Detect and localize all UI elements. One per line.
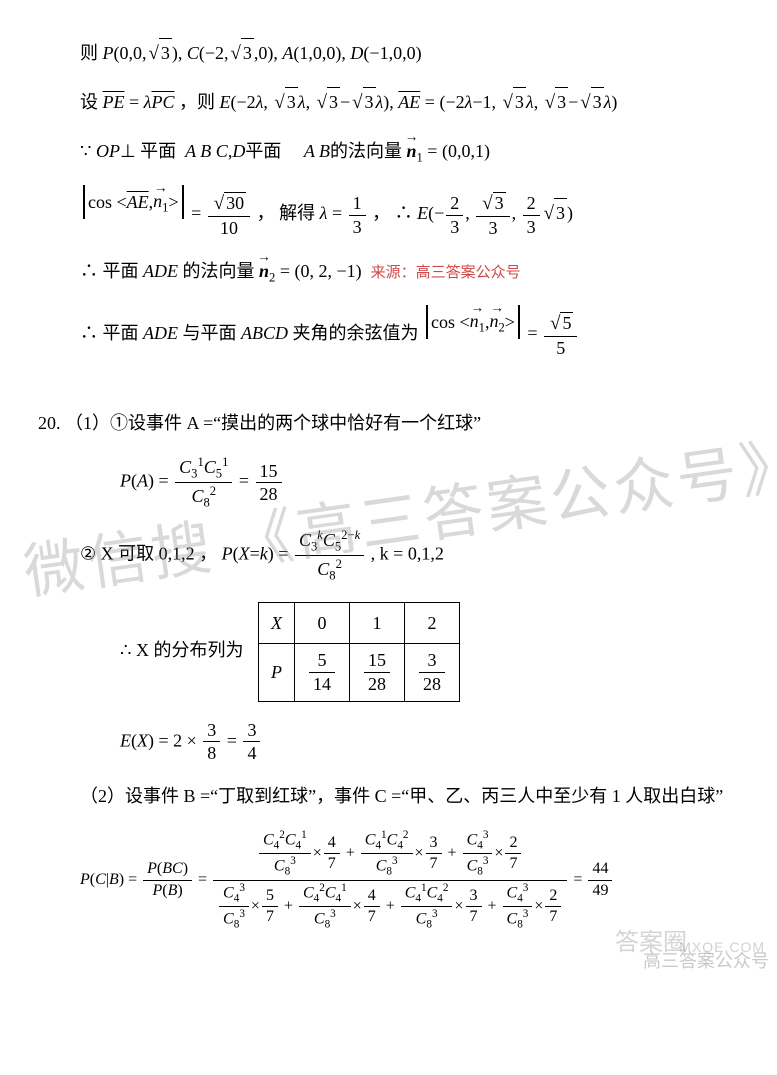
eq-n2: ∴ 平面 ADE 的法向量 n2 = (0, 2, −1) 来源：高三答案公众号 bbox=[80, 257, 747, 288]
watermark-site: MXQE.COM bbox=[679, 939, 765, 955]
q20-part2: （2）设事件 B =“丁取到红球”，事件 C =“甲、乙、丙三人中至少有 1 人… bbox=[80, 782, 747, 811]
eq-ex: E(X) = 2 × 38 = 34 bbox=[120, 720, 747, 764]
eq-pcbbig: P(C|B) = P(BC) P(B) = C42C41C83×47 + C41… bbox=[80, 829, 747, 932]
eq-op-perp: ∵ OP⊥ 平面 A B C,D平面 A B的法向量 n1 = (0,0,1) bbox=[80, 137, 747, 168]
watermark-corner: 高三答案公众号 bbox=[643, 947, 769, 973]
eq-cos-ae: cos < AE, n1 > = 3010 ， 解得 λ = 13 ， ∴ E(… bbox=[80, 185, 747, 238]
eq-pa: P(A) = C31C51 C82 = 1528 bbox=[120, 455, 747, 510]
q20-part1: 20. （1）①设事件 A =“摸出的两个球中恰好有一个红球” bbox=[38, 409, 747, 438]
distribution-table: X 0 1 2 P 514 1528 328 bbox=[258, 602, 460, 702]
dist-table-row: ∴ X 的分布列为 X 0 1 2 P 514 1528 328 bbox=[120, 602, 747, 702]
eq-pxk: ② X 可取 0,1,2 ， P(X=k) = C3kC52−k C82 , k… bbox=[80, 528, 747, 583]
eq-points: 则 P(0,0,3), C(−2,3,0), A(1,0,0), D(−1,0,… bbox=[80, 38, 747, 69]
eq-pe-lambda: 设 PE = λPC ，则 E(−2λ, 3λ, 3−3λ), AE = (−2… bbox=[80, 87, 747, 118]
eq-dihedral-cos: ∴ 平面 ADE 与平面 ABCD 夹角的余弦值为 cos < n1, n2 >… bbox=[80, 305, 747, 358]
source-label: 来源：高三答案公众号 bbox=[371, 265, 521, 281]
